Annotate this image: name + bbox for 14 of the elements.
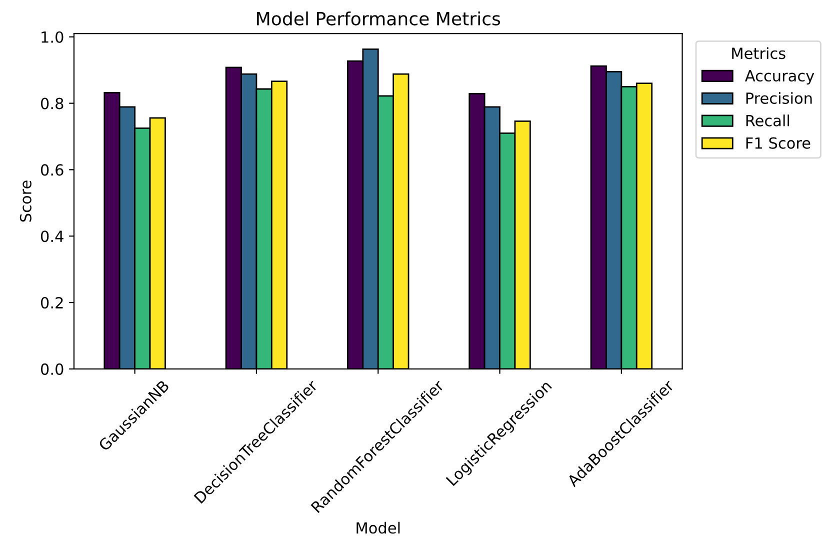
legend-title: Metrics xyxy=(732,47,786,60)
y-tick-label: 0.6 xyxy=(40,164,64,176)
y-tick-label: 0.4 xyxy=(40,230,64,242)
y-tick-label: 0.8 xyxy=(40,98,64,110)
chart-title: Model Performance Metrics xyxy=(257,11,500,26)
legend-label: Recall xyxy=(746,114,790,126)
legend-label: Precision xyxy=(746,92,812,104)
y-tick-label: 0.0 xyxy=(40,363,64,375)
legend-label: F1 Score xyxy=(746,137,810,149)
legend-label: Accuracy xyxy=(744,70,814,84)
y-tick-label: 1.0 xyxy=(42,31,64,43)
x-axis-title: Model xyxy=(356,522,400,534)
y-tick-label: 0.2 xyxy=(40,296,63,309)
y-axis-title: Score xyxy=(20,180,32,222)
